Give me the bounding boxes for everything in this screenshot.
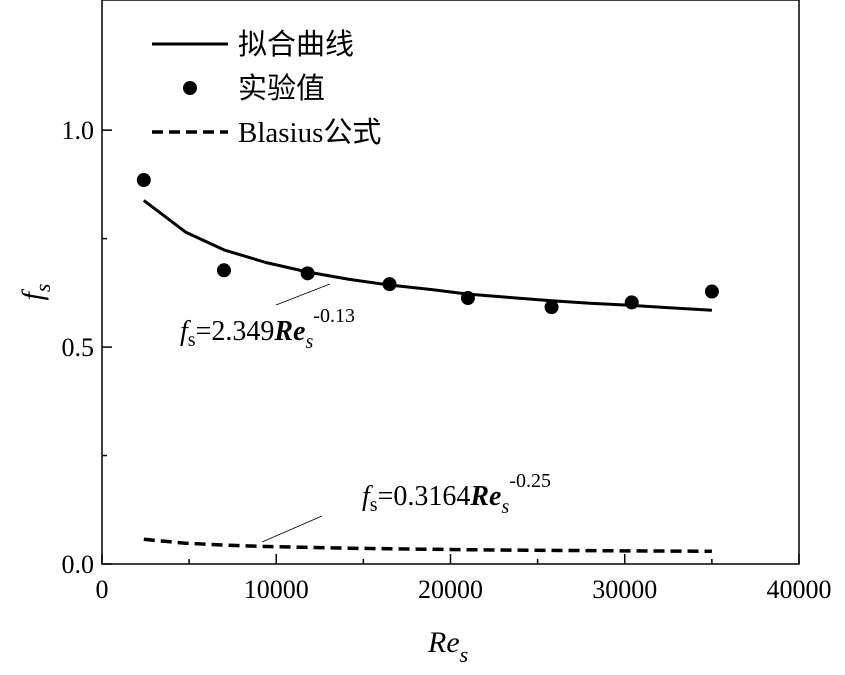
x-tick-label-4: 40000 <box>767 575 832 604</box>
x-tick-label-2: 20000 <box>418 575 483 604</box>
y-tick-label-2: 1.0 <box>62 116 95 145</box>
annotation-blasius-re-sub: s <box>501 496 509 518</box>
annotation-blasius-coef: =0.3164 <box>378 481 471 512</box>
annotation-fit-f: f <box>180 316 191 347</box>
x-tick-label-0: 0 <box>96 575 109 604</box>
annotation-blasius-re: Re <box>469 481 501 512</box>
legend-label-experimental: 实验值 <box>238 72 325 105</box>
y-axis-title: fs <box>16 284 55 301</box>
data-point <box>460 291 475 306</box>
annotation-fit-exp: -0.13 <box>313 305 355 327</box>
annotation-leader-blasius <box>261 515 323 543</box>
data-point <box>136 173 151 188</box>
annotation-blasius: fs=0.3164Res-0.25 <box>362 470 551 518</box>
y-axis: 0.0 0.5 1.0 <box>62 116 112 579</box>
y-tick-label-1: 0.5 <box>62 333 95 362</box>
x-axis-title: Res <box>427 626 468 667</box>
series-line-blasius <box>143 537 712 554</box>
annotation-fit-re: Re <box>273 316 305 347</box>
annotation-fit-re-sub: s <box>305 331 313 353</box>
annotation-fit-f-sub: s <box>188 329 196 351</box>
plot-frame <box>101 0 800 565</box>
data-point <box>382 277 397 292</box>
legend-label-fit: 拟合曲线 <box>238 28 354 61</box>
legend-marker-swatch <box>183 81 197 95</box>
legend: 拟合曲线 实验值 Blasius公式 <box>152 28 381 149</box>
annotation-blasius-f: f <box>362 481 373 512</box>
annotation-fit: fs=2.349Res-0.13 <box>180 305 355 353</box>
data-point <box>544 300 559 315</box>
x-tick-label-3: 30000 <box>592 575 657 604</box>
y-axis-title-sub: s <box>30 284 55 293</box>
series-line-fit <box>142 199 712 312</box>
y-tick-label-0: 0.0 <box>62 550 95 579</box>
data-point <box>624 295 639 310</box>
x-axis-title-main: Re <box>427 626 460 659</box>
annotation-blasius-f-sub: s <box>370 494 378 516</box>
x-tick-label-1: 10000 <box>244 575 309 604</box>
series-layer <box>136 173 719 554</box>
data-point <box>704 284 719 299</box>
data-point <box>216 263 231 278</box>
annotation-leader-fit <box>275 283 331 306</box>
annotation-fit-coef: =2.349 <box>196 316 275 347</box>
legend-label-blasius: Blasius公式 <box>238 116 381 149</box>
x-axis-title-sub: s <box>460 642 469 667</box>
x-axis: 0 10000 20000 30000 40000 <box>96 554 832 604</box>
annotation-blasius-exp: -0.25 <box>509 470 551 492</box>
data-point <box>300 266 315 281</box>
